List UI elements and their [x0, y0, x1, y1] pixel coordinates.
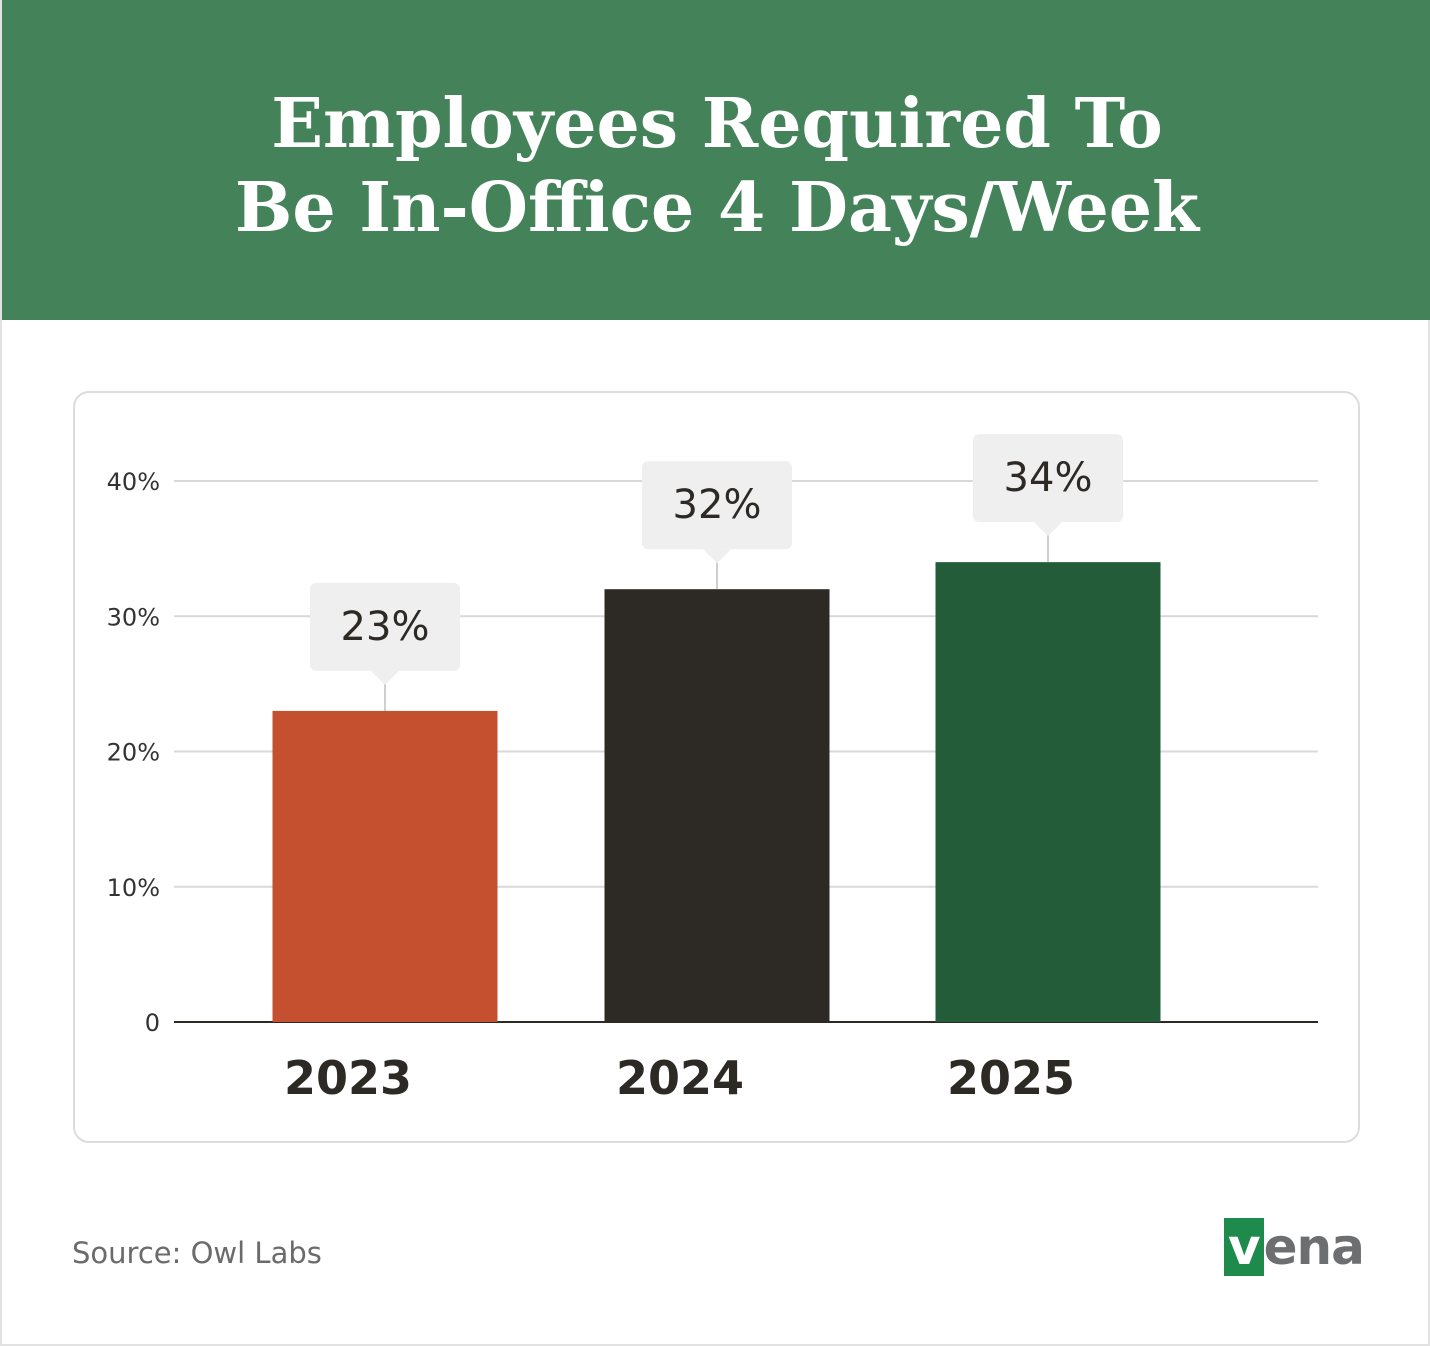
chart-title: Employees Required To Be In-Office 4 Day…	[234, 84, 1200, 248]
x-tick-label: 2025	[947, 1051, 1075, 1105]
bar	[604, 589, 830, 1022]
y-tick-label: 0	[145, 1009, 160, 1037]
y-tick-label: 20%	[107, 739, 160, 767]
label-pointer	[1034, 522, 1062, 537]
label-bubble	[642, 461, 792, 550]
label-pointer	[371, 670, 399, 685]
value-label: 23%	[341, 604, 430, 650]
y-tick-label: 30%	[107, 603, 160, 631]
value-label: 34%	[1004, 455, 1093, 501]
bar	[272, 710, 498, 1022]
x-tick-label: 2023	[284, 1051, 412, 1105]
label-bubble	[973, 434, 1123, 523]
header: Employees Required To Be In-Office 4 Day…	[2, 0, 1430, 320]
bar	[935, 562, 1161, 1022]
y-tick-label: 40%	[107, 468, 160, 496]
label-pointer	[703, 549, 731, 564]
y-tick-label: 10%	[107, 874, 160, 902]
value-label: 32%	[673, 482, 762, 528]
x-tick-label: 2024	[616, 1051, 744, 1105]
label-bubble	[310, 582, 460, 671]
logo: vena	[1228, 1218, 1365, 1276]
source: Source: Owl Labs	[72, 1236, 322, 1270]
